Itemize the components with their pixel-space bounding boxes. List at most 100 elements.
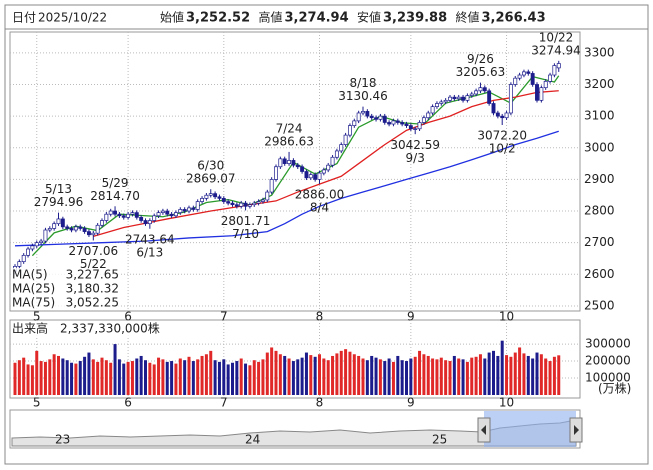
candle-body bbox=[539, 87, 544, 101]
volume-bar bbox=[287, 358, 291, 395]
legend-box bbox=[11, 268, 121, 310]
volume-bar bbox=[557, 355, 561, 395]
candle-body bbox=[348, 125, 352, 136]
candle-body bbox=[169, 213, 174, 217]
field-value: 3,252.52 bbox=[186, 11, 250, 26]
candle-body bbox=[34, 242, 39, 247]
volume-bar bbox=[291, 361, 295, 395]
x-tick-label: 9 bbox=[407, 310, 415, 324]
candle-body bbox=[160, 210, 165, 213]
candle-body bbox=[47, 228, 52, 231]
candle-body bbox=[156, 212, 161, 217]
candle-body bbox=[121, 215, 126, 218]
candle-body bbox=[313, 174, 318, 180]
x-tick-label: 6 bbox=[124, 396, 132, 410]
candle-body bbox=[295, 164, 300, 168]
navigator-selection[interactable] bbox=[484, 411, 576, 447]
volume-bar bbox=[278, 354, 282, 395]
candle-body bbox=[287, 160, 292, 164]
candle-body bbox=[191, 207, 196, 210]
volume-bar bbox=[174, 363, 178, 395]
volume-bar bbox=[30, 365, 34, 395]
candle-body bbox=[221, 198, 226, 202]
candle-body bbox=[548, 74, 553, 82]
annotation-value: 2707.06 bbox=[68, 244, 118, 258]
volume-bar bbox=[204, 354, 208, 395]
candle-body bbox=[95, 224, 100, 234]
annotation-value: 3042.59 bbox=[390, 138, 440, 152]
candle-body bbox=[395, 120, 400, 123]
volume-bar bbox=[505, 355, 509, 395]
candle-body bbox=[387, 122, 392, 125]
volume-bar bbox=[22, 357, 26, 395]
volume-bar bbox=[409, 358, 413, 395]
volume-bar bbox=[83, 356, 87, 395]
y-tick-label: 3100 bbox=[584, 109, 615, 123]
volume-bar bbox=[544, 358, 548, 395]
volume-bar bbox=[413, 356, 417, 395]
annotation-value: 2986.63 bbox=[264, 135, 314, 149]
volume-bar bbox=[235, 361, 239, 395]
volume-bar bbox=[448, 361, 452, 395]
candle-body bbox=[513, 77, 518, 85]
volume-bar bbox=[470, 357, 474, 395]
volume-bar bbox=[318, 354, 321, 395]
candle-body bbox=[508, 84, 513, 114]
volume-bar bbox=[309, 355, 313, 395]
x-tick-label: 9 bbox=[407, 396, 415, 410]
volume-bar bbox=[370, 355, 374, 395]
volume-bar bbox=[43, 361, 47, 395]
candle-body bbox=[143, 220, 148, 225]
annotation-date: 7/24 bbox=[276, 122, 303, 136]
volume-bar bbox=[139, 355, 143, 395]
candle-body bbox=[543, 80, 548, 89]
volume-bar bbox=[348, 351, 352, 395]
volume-bar bbox=[487, 352, 491, 395]
candle-body bbox=[448, 96, 452, 101]
candle-body bbox=[278, 158, 283, 168]
volume-bar bbox=[135, 358, 139, 395]
navigator-label: 24 bbox=[245, 433, 260, 447]
volume-bar bbox=[418, 350, 422, 395]
volume-bar bbox=[513, 352, 517, 395]
volume-bar bbox=[35, 350, 39, 395]
volume-bar bbox=[457, 358, 461, 395]
candle-body bbox=[126, 213, 131, 218]
volume-bar bbox=[26, 364, 30, 395]
volume-bar bbox=[531, 358, 535, 395]
volume-bar bbox=[492, 350, 495, 395]
candle-body bbox=[330, 156, 335, 166]
candle-body bbox=[147, 220, 152, 225]
candle-body bbox=[17, 261, 22, 267]
candle-body bbox=[52, 223, 57, 229]
price-panel bbox=[9, 31, 581, 312]
volume-bar bbox=[248, 365, 252, 395]
volume-title-bg bbox=[11, 322, 161, 336]
candle-body bbox=[43, 229, 48, 242]
candle-body bbox=[234, 204, 239, 207]
x-tick-label: 5 bbox=[33, 310, 41, 324]
annotation-date: 9/3 bbox=[406, 151, 425, 165]
candle-body bbox=[339, 144, 344, 152]
legend-name: MA(25) bbox=[12, 282, 55, 296]
volume-bar bbox=[270, 347, 274, 395]
volume-bar bbox=[61, 358, 65, 395]
candle-body bbox=[352, 120, 357, 126]
y-tick-label: 2700 bbox=[584, 235, 615, 249]
volume-bar bbox=[39, 361, 43, 395]
volume-bar bbox=[213, 360, 217, 395]
candle-body bbox=[521, 71, 526, 76]
volume-bar bbox=[157, 357, 161, 395]
candle-body bbox=[556, 63, 561, 69]
volume-bar bbox=[352, 354, 356, 395]
volume-bar bbox=[474, 356, 478, 395]
field-label: 終値 bbox=[456, 10, 480, 25]
candle-body bbox=[535, 84, 539, 101]
volume-bar bbox=[435, 359, 439, 395]
volume-bar bbox=[361, 358, 365, 395]
x-tick-label: 7 bbox=[220, 396, 228, 410]
volume-bar bbox=[344, 349, 348, 395]
annotation-value: 2794.96 bbox=[34, 195, 84, 209]
volume-bar bbox=[396, 355, 400, 395]
candle-body bbox=[504, 112, 509, 119]
